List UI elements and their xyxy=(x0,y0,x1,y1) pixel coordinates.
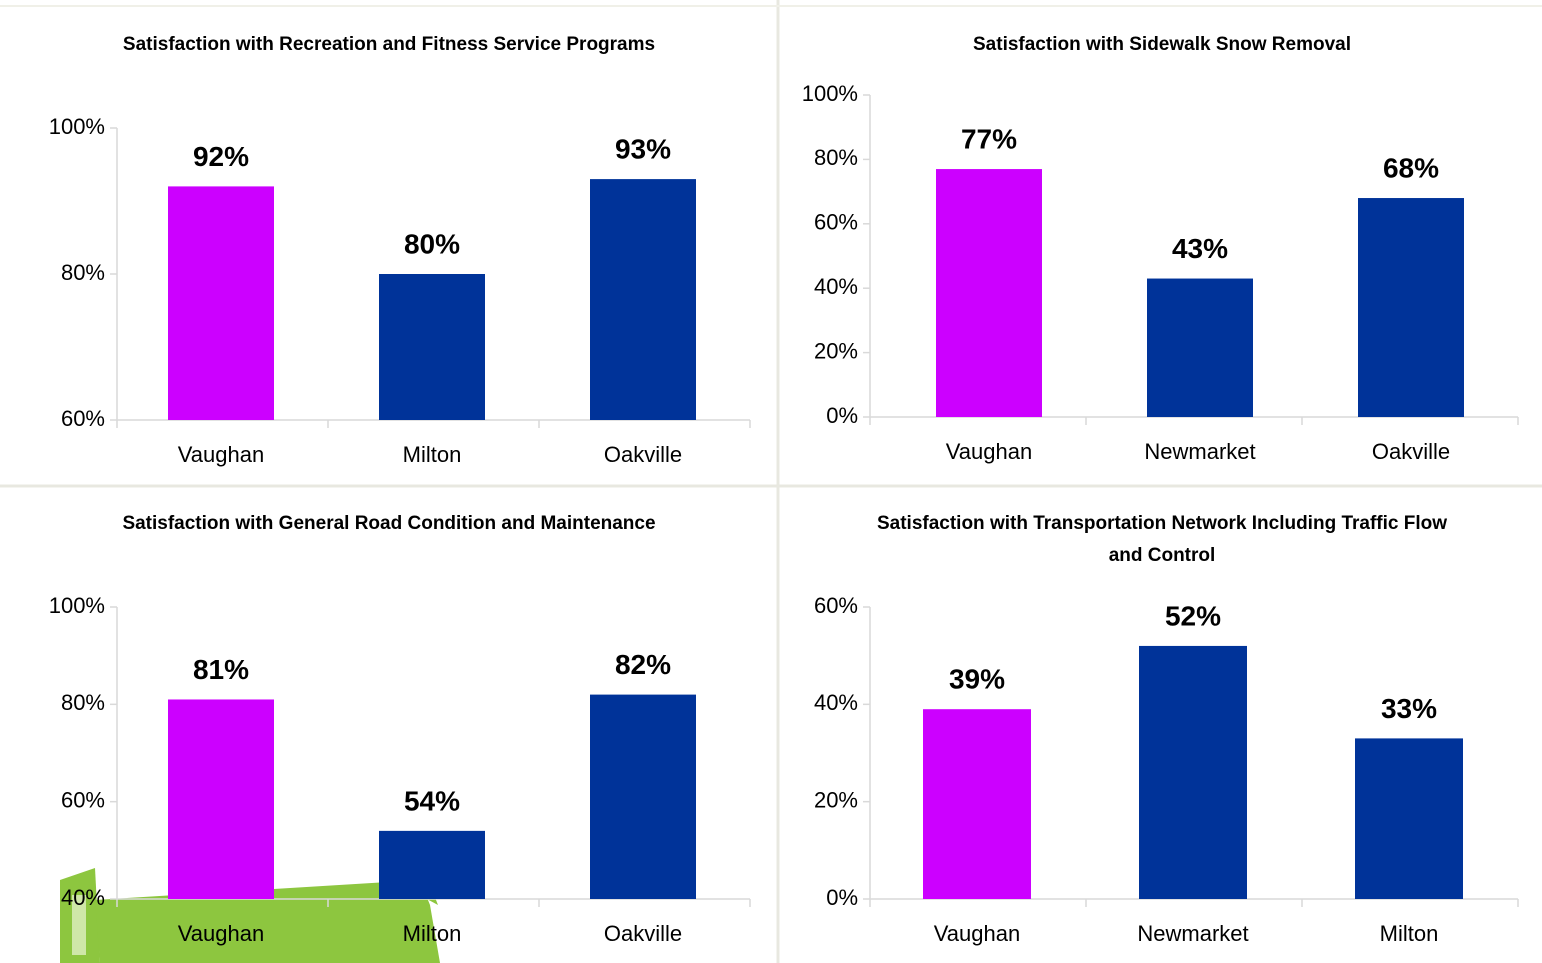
decoration xyxy=(60,868,440,963)
y-tick-label: 40% xyxy=(814,274,858,299)
y-tick-label: 40% xyxy=(61,885,105,910)
x-tick-label: Newmarket xyxy=(1137,921,1248,946)
data-label: 81% xyxy=(193,654,249,685)
x-tick-label: Newmarket xyxy=(1144,439,1255,464)
x-tick-label: Oakville xyxy=(604,442,682,467)
bar xyxy=(168,699,274,899)
y-tick-label: 60% xyxy=(814,210,858,235)
x-tick-label: Milton xyxy=(403,442,462,467)
y-tick-label: 80% xyxy=(61,260,105,285)
data-label: 68% xyxy=(1383,152,1439,183)
y-tick-label: 60% xyxy=(61,787,105,812)
data-label: 52% xyxy=(1165,600,1221,631)
y-tick-label: 100% xyxy=(802,81,858,106)
bar xyxy=(168,186,274,420)
chart-title: Satisfaction with General Road Condition… xyxy=(122,513,656,534)
bar xyxy=(1355,738,1463,899)
y-tick-label: 60% xyxy=(814,593,858,618)
bar xyxy=(936,169,1042,417)
y-tick-label: 60% xyxy=(61,406,105,431)
y-tick-label: 80% xyxy=(61,690,105,715)
x-tick-label: Oakville xyxy=(1372,439,1450,464)
y-tick-label: 0% xyxy=(826,403,858,428)
x-tick-label: Vaughan xyxy=(178,442,264,467)
data-label: 33% xyxy=(1381,693,1437,724)
bar xyxy=(379,274,485,420)
x-tick-label: Oakville xyxy=(604,921,682,946)
bar xyxy=(1147,278,1253,417)
data-label: 80% xyxy=(404,228,460,259)
y-tick-label: 100% xyxy=(49,114,105,139)
bar xyxy=(379,830,485,899)
y-tick-label: 20% xyxy=(814,338,858,363)
chart-title: Satisfaction with Recreation and Fitness… xyxy=(122,34,656,55)
data-label: 92% xyxy=(193,141,249,172)
chart-title: Satisfaction with Transportation Network… xyxy=(876,513,1448,566)
y-tick-label: 80% xyxy=(814,145,858,170)
data-label: 54% xyxy=(404,785,460,816)
x-tick-label: Vaughan xyxy=(946,439,1032,464)
data-label: 77% xyxy=(961,123,1017,154)
bar xyxy=(1358,198,1464,417)
x-tick-label: Vaughan xyxy=(178,921,264,946)
data-label: 43% xyxy=(1172,233,1228,264)
x-tick-label: Milton xyxy=(403,921,462,946)
x-tick-label: Vaughan xyxy=(934,921,1020,946)
y-tick-label: 0% xyxy=(826,885,858,910)
y-tick-label: 20% xyxy=(814,787,858,812)
data-label: 39% xyxy=(949,664,1005,695)
data-label: 82% xyxy=(615,649,671,680)
x-tick-label: Milton xyxy=(1380,921,1439,946)
y-tick-label: 100% xyxy=(49,593,105,618)
bar xyxy=(590,694,696,899)
bar xyxy=(923,709,1031,899)
bar xyxy=(1139,645,1247,899)
chart-title: Satisfaction with Sidewalk Snow Removal xyxy=(973,34,1351,55)
data-label: 93% xyxy=(615,133,671,164)
y-tick-label: 40% xyxy=(814,690,858,715)
bar xyxy=(590,179,696,420)
